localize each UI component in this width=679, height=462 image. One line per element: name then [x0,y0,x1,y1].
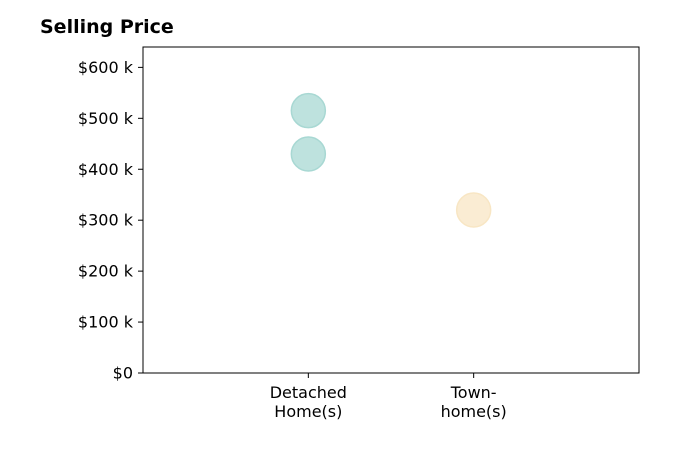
y-tick-label: $600 k [78,58,134,77]
y-tick-label: $0 [113,364,133,383]
y-tick-label: $200 k [78,262,134,281]
points-layer [290,92,492,228]
x-tick-label-line: Home(s) [274,402,342,421]
x-tick-label-line: Detached [270,383,347,402]
y-tick-label: $400 k [78,160,134,179]
plot-frame [142,46,640,374]
x-axis: Detached Home(s) Town-home(s) [270,373,507,421]
chart-title: Selling Price [40,16,174,38]
data-point [290,136,327,172]
data-point [455,192,492,228]
x-tick-label-line: home(s) [441,402,507,421]
y-tick-label: $100 k [78,313,134,332]
x-tick-label-line: Town- [450,383,497,402]
y-tick-label: $500 k [78,109,134,128]
y-tick-label: $300 k [78,211,134,230]
x-tick-label: Detached Home(s) [270,383,347,421]
y-axis: $0 $100 k $200 k $300 k $400 k $500 k $600 k [78,58,143,383]
data-point [290,92,327,129]
x-tick-label: Town-home(s) [441,383,507,421]
